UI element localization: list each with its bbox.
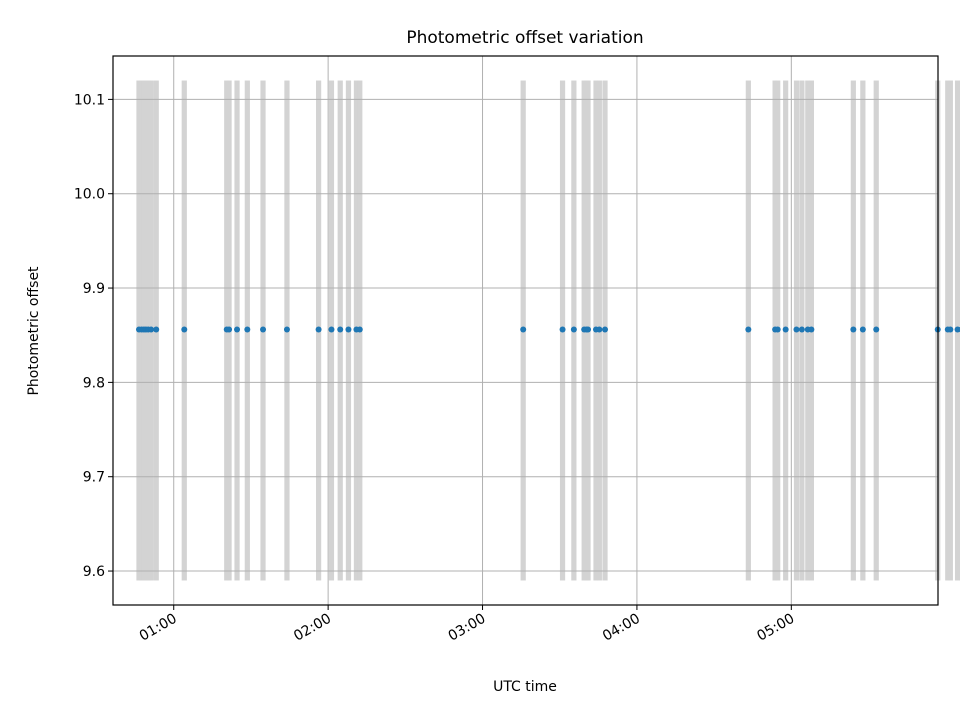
data-point [559, 326, 566, 333]
data-point [226, 326, 233, 333]
data-point [520, 326, 527, 333]
data-point [873, 326, 880, 333]
data-point [148, 326, 155, 333]
data-point [345, 326, 352, 333]
data-point [181, 326, 188, 333]
data-point [859, 326, 866, 333]
data-point [798, 326, 805, 333]
data-point [234, 326, 241, 333]
data-point [244, 326, 251, 333]
data-point [356, 326, 363, 333]
data-point [954, 326, 960, 333]
y-tick-label: 10.0 [74, 187, 105, 203]
data-points [135, 326, 960, 333]
data-point [782, 326, 789, 333]
y-tick-label: 9.6 [83, 564, 105, 580]
data-point [283, 326, 290, 333]
data-point [850, 326, 857, 333]
data-point [328, 326, 335, 333]
grid-lines [113, 56, 938, 605]
data-point [745, 326, 752, 333]
x-axis-label: UTC time [493, 679, 557, 695]
data-point [602, 326, 609, 333]
y-tick-label: 9.8 [83, 375, 105, 391]
data-point [153, 326, 160, 333]
y-tick-label: 10.1 [74, 92, 105, 108]
plot-frame [112, 55, 939, 606]
chart-title: Photometric offset variation [406, 28, 643, 48]
data-point [337, 326, 344, 333]
data-point [570, 326, 577, 333]
data-point [315, 326, 322, 333]
data-point [947, 326, 954, 333]
data-point [260, 326, 267, 333]
y-tick-label: 9.9 [83, 281, 105, 297]
data-point [793, 326, 800, 333]
data-point [774, 326, 781, 333]
data-point [808, 326, 815, 333]
y-tick-label: 9.7 [83, 470, 105, 486]
y-axis-label: Photometric offset [26, 266, 42, 396]
y-axis-ticks: 9.6 9.7 9.8 9.9 10.0 10.1 [74, 92, 113, 580]
data-point [596, 326, 603, 333]
data-point [585, 326, 592, 333]
